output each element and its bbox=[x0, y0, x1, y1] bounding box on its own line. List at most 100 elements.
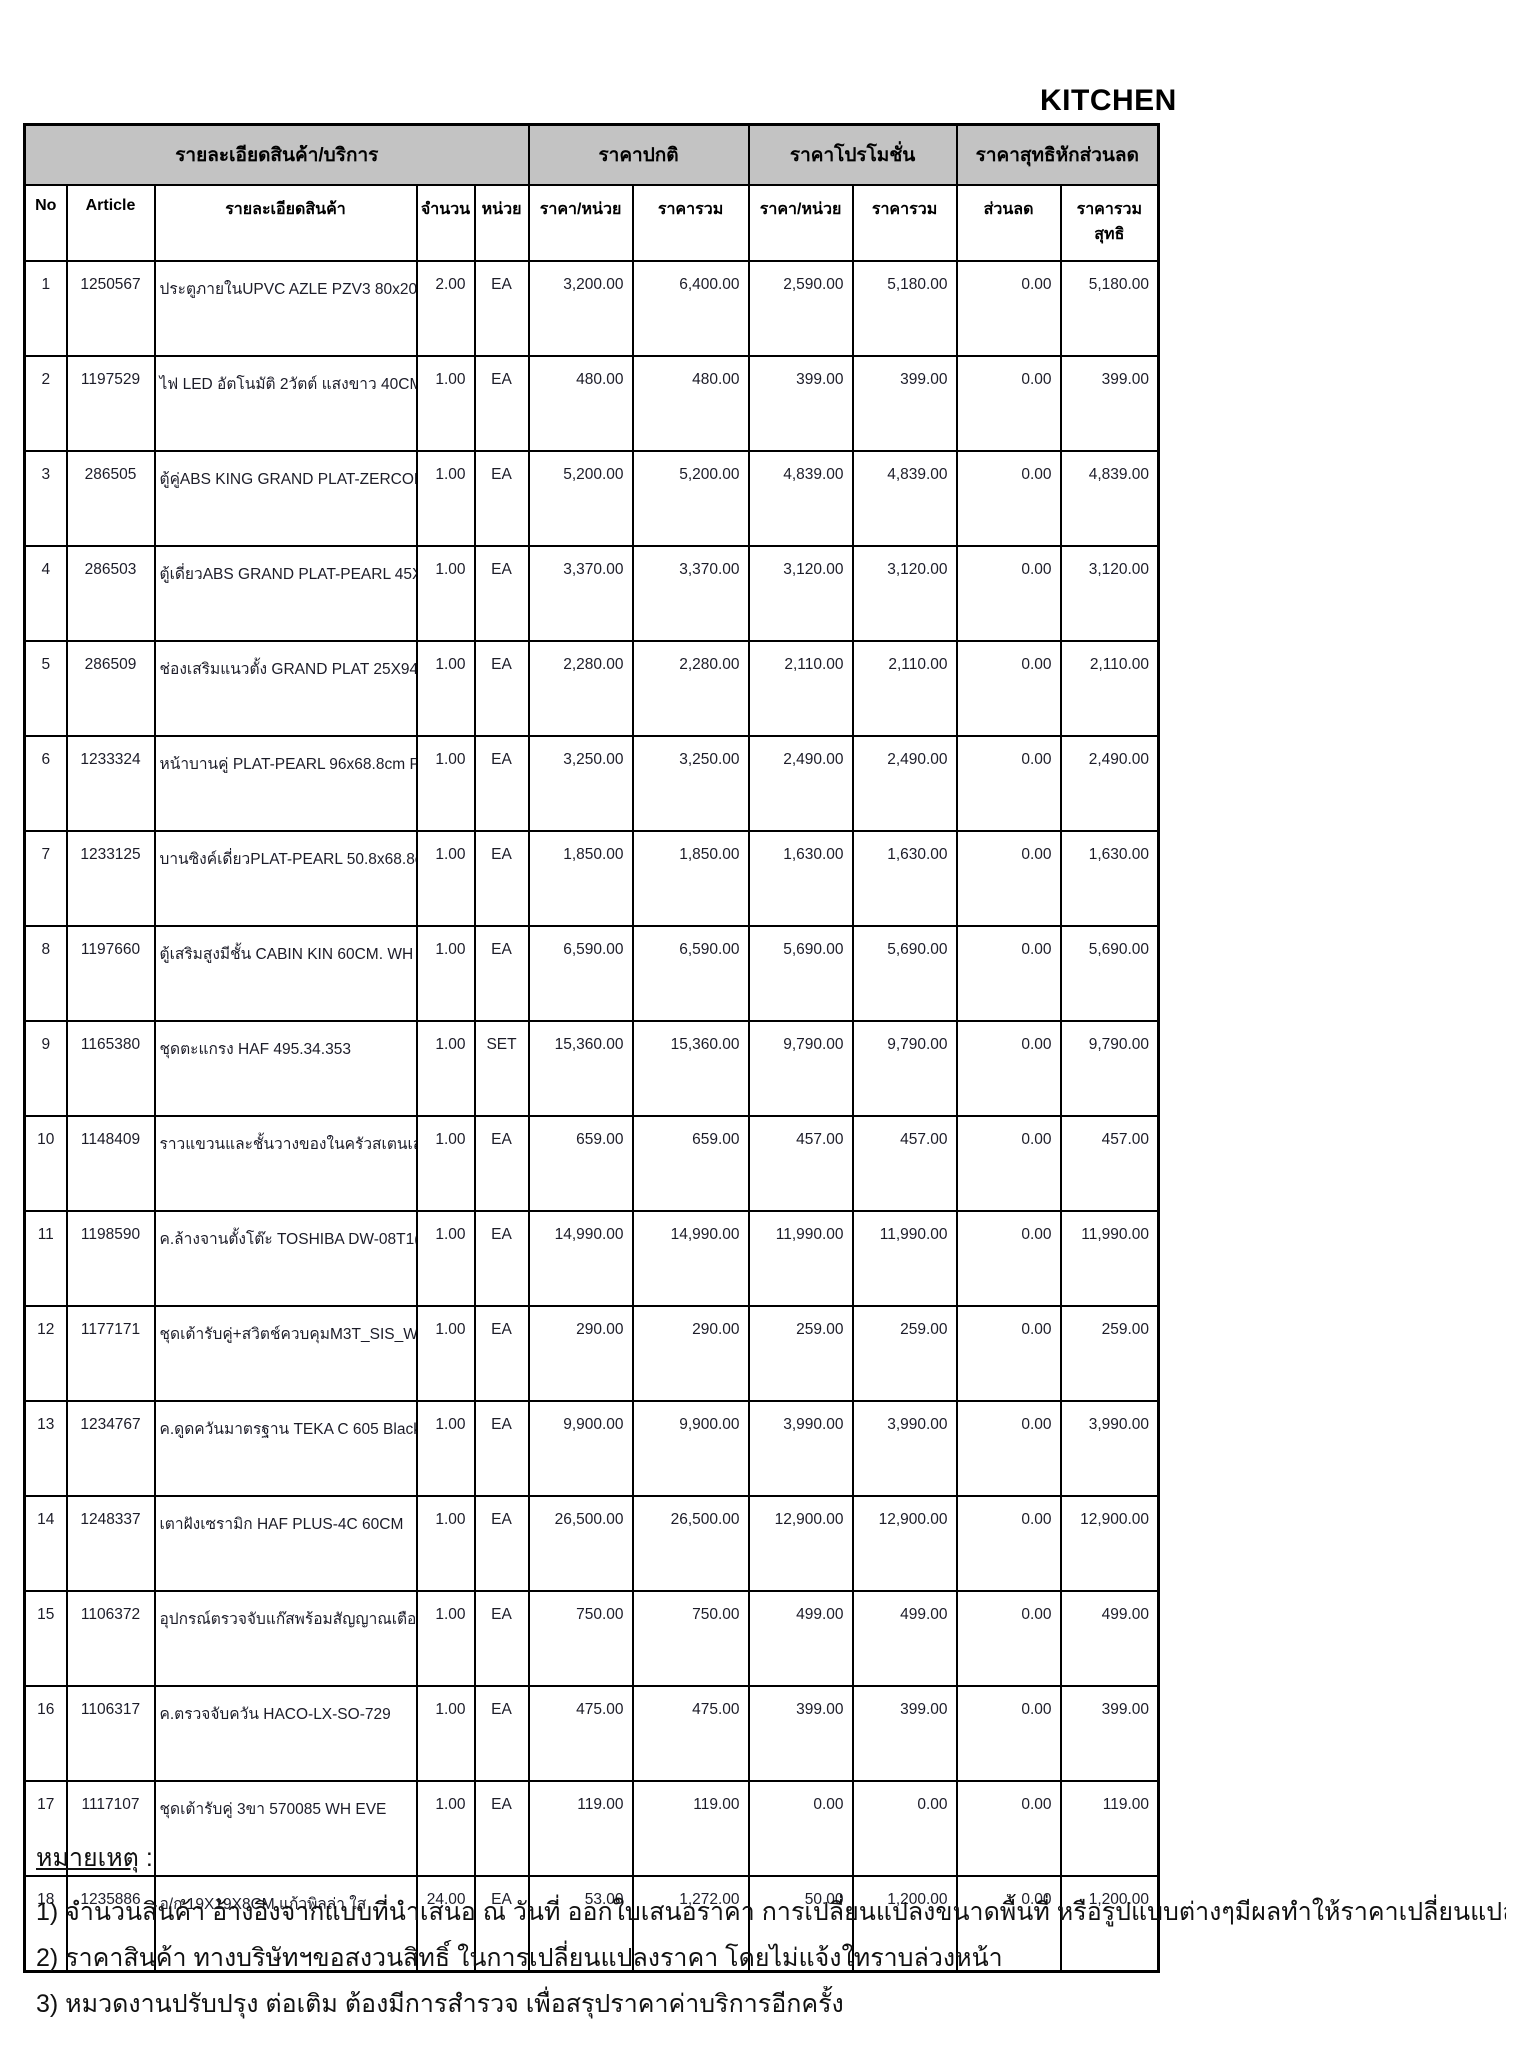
cell-normal-unit-price: 3,250.00 bbox=[527, 735, 634, 832]
cell-no: 3 bbox=[23, 450, 68, 547]
cell-no: 14 bbox=[23, 1495, 68, 1592]
cell-net-total: 2,110.00 bbox=[1059, 640, 1160, 737]
cell-net-total: 12,900.00 bbox=[1059, 1495, 1160, 1592]
cell-no: 10 bbox=[23, 1115, 68, 1212]
cell-no: 7 bbox=[23, 830, 68, 927]
cell-quantity: 1.00 bbox=[415, 545, 476, 642]
cell-discount: 0.00 bbox=[955, 830, 1062, 927]
table-body: 1 1250567 ประตูภายในUPVC AZLE PZV3 80x20… bbox=[23, 260, 1160, 1973]
cell-promo-total: 2,110.00 bbox=[851, 640, 958, 737]
cell-promo-unit-price: 9,790.00 bbox=[747, 1020, 854, 1117]
cell-article: 286503 bbox=[65, 545, 156, 642]
cell-unit: EA bbox=[473, 1115, 530, 1212]
group-header-promotion-price: ราคาโปรโมชั่น bbox=[747, 123, 958, 186]
notes-heading-text: หมายเหตุ bbox=[36, 1844, 139, 1872]
group-header-normal-price: ราคาปกติ bbox=[527, 123, 750, 186]
cell-net-total: 4,839.00 bbox=[1059, 450, 1160, 547]
cell-no: 2 bbox=[23, 355, 68, 452]
cell-description: ชุดตะแกรง HAF 495.34.353 bbox=[153, 1020, 418, 1117]
cell-description: ไฟ LED อัตโนมัติ 2วัตต์ แสงขาว 40CM ELE bbox=[153, 355, 418, 452]
cell-net-total: 259.00 bbox=[1059, 1305, 1160, 1402]
cell-normal-total: 480.00 bbox=[631, 355, 750, 452]
cell-promo-total: 399.00 bbox=[851, 355, 958, 452]
cell-quantity: 1.00 bbox=[415, 1210, 476, 1307]
cell-quantity: 24.00 bbox=[415, 1875, 476, 1973]
cell-net-total: 3,990.00 bbox=[1059, 1400, 1160, 1497]
cell-promo-total: 0.00 bbox=[851, 1780, 958, 1877]
table-row: 12 1177171 ชุดเต้ารับคู่+สวิตช์ควบคุมM3T… bbox=[23, 1305, 1160, 1402]
cell-no: 1 bbox=[23, 260, 68, 357]
cell-normal-unit-price: 9,900.00 bbox=[527, 1400, 634, 1497]
cell-article: 1148409 bbox=[65, 1115, 156, 1212]
col-header-promo-total: ราคารวม bbox=[851, 184, 958, 262]
cell-discount: 0.00 bbox=[955, 545, 1062, 642]
cell-discount: 0.00 bbox=[955, 1210, 1062, 1307]
cell-unit: EA bbox=[473, 640, 530, 737]
cell-discount: 0.00 bbox=[955, 1400, 1062, 1497]
table-row: 5 286509 ช่องเสริมแนวตั้ง GRAND PLAT 25X… bbox=[23, 640, 1160, 737]
cell-normal-unit-price: 2,280.00 bbox=[527, 640, 634, 737]
group-header-row: รายละเอียดสินค้า/บริการ ราคาปกติ ราคาโปร… bbox=[23, 123, 1160, 186]
cell-quantity: 1.00 bbox=[415, 355, 476, 452]
cell-promo-unit-price: 50.00 bbox=[747, 1875, 854, 1973]
cell-unit: EA bbox=[473, 1685, 530, 1782]
cell-no: 8 bbox=[23, 925, 68, 1022]
cell-quantity: 1.00 bbox=[415, 1305, 476, 1402]
cell-promo-unit-price: 11,990.00 bbox=[747, 1210, 854, 1307]
cell-normal-unit-price: 475.00 bbox=[527, 1685, 634, 1782]
cell-article: 1233125 bbox=[65, 830, 156, 927]
cell-description: ตู้เสริมสูงมีชั้น CABIN KIN 60CM. WH bbox=[153, 925, 418, 1022]
cell-promo-total: 3,990.00 bbox=[851, 1400, 958, 1497]
cell-no: 9 bbox=[23, 1020, 68, 1117]
cell-description: ตู้เดี่ยวABS GRAND PLAT-PEARL 45X94 WH bbox=[153, 545, 418, 642]
cell-normal-unit-price: 53.00 bbox=[527, 1875, 634, 1973]
table-row: 4 286503 ตู้เดี่ยวABS GRAND PLAT-PEARL 4… bbox=[23, 545, 1160, 642]
cell-net-total: 1,630.00 bbox=[1059, 830, 1160, 927]
table-row: 13 1234767 ค.ดูดควันมาตรฐาน TEKA C 605 B… bbox=[23, 1400, 1160, 1497]
note-line: 1) จำนวนสินค้า อ้างอิงจากแบบที่นำเสนอ ณ … bbox=[36, 1898, 1506, 1926]
cell-description: เตาฝังเซรามิก HAF PLUS-4C 60CM bbox=[153, 1495, 418, 1592]
cell-article: 1198590 bbox=[65, 1210, 156, 1307]
cell-unit: SET bbox=[473, 1020, 530, 1117]
notes-section: หมายเหตุ : 1) จำนวนสินค้า อ้างอิงจากแบบท… bbox=[36, 1838, 1506, 2032]
cell-discount: 0.00 bbox=[955, 925, 1062, 1022]
cell-discount: 0.00 bbox=[955, 1495, 1062, 1592]
cell-promo-unit-price: 3,990.00 bbox=[747, 1400, 854, 1497]
cell-unit: EA bbox=[473, 545, 530, 642]
cell-promo-total: 259.00 bbox=[851, 1305, 958, 1402]
cell-normal-unit-price: 3,200.00 bbox=[527, 260, 634, 357]
table-row: 3 286505 ตู้คู่ABS KING GRAND PLAT-ZERCO… bbox=[23, 450, 1160, 547]
cell-description: ช่องเสริมแนวตั้ง GRAND PLAT 25X94cm. W bbox=[153, 640, 418, 737]
cell-net-total: 3,120.00 bbox=[1059, 545, 1160, 642]
cell-net-total: 11,990.00 bbox=[1059, 1210, 1160, 1307]
table-row: 10 1148409 ราวแขวนและชั้นวางของในครัวสเต… bbox=[23, 1115, 1160, 1212]
cell-normal-unit-price: 480.00 bbox=[527, 355, 634, 452]
cell-promo-unit-price: 1,630.00 bbox=[747, 830, 854, 927]
cell-net-total: 399.00 bbox=[1059, 355, 1160, 452]
cell-quantity: 1.00 bbox=[415, 640, 476, 737]
cell-normal-total: 26,500.00 bbox=[631, 1495, 750, 1592]
cell-normal-total: 1,272.00 bbox=[631, 1875, 750, 1973]
cell-net-total: 457.00 bbox=[1059, 1115, 1160, 1212]
cell-normal-unit-price: 750.00 bbox=[527, 1590, 634, 1687]
cell-normal-total: 2,280.00 bbox=[631, 640, 750, 737]
cell-unit: EA bbox=[473, 1780, 530, 1877]
cell-discount: 0.00 bbox=[955, 1875, 1062, 1973]
cell-description: หน้าบานคู่ PLAT-PEARL 96x68.8cm PTO bbox=[153, 735, 418, 832]
cell-discount: 0.00 bbox=[955, 1685, 1062, 1782]
cell-discount: 0.00 bbox=[955, 450, 1062, 547]
cell-discount: 0.00 bbox=[955, 1115, 1062, 1212]
table-row: 14 1248337 เตาฝังเซรามิก HAF PLUS-4C 60C… bbox=[23, 1495, 1160, 1592]
cell-unit: EA bbox=[473, 1305, 530, 1402]
cell-unit: EA bbox=[473, 830, 530, 927]
cell-description: ค.ดูดควันมาตรฐาน TEKA C 605 Black 60CM bbox=[153, 1400, 418, 1497]
cell-discount: 0.00 bbox=[955, 1020, 1062, 1117]
table-row: 18 1235886 อ/ก 19X19X8CM แก้วพิลล่า ใส 2… bbox=[23, 1875, 1160, 1973]
col-header-net-total: ราคารวมสุทธิ bbox=[1059, 184, 1160, 262]
cell-normal-total: 3,250.00 bbox=[631, 735, 750, 832]
col-header-article: Article bbox=[65, 184, 156, 262]
cell-article: 1197660 bbox=[65, 925, 156, 1022]
table-header: รายละเอียดสินค้า/บริการ ราคาปกติ ราคาโปร… bbox=[23, 123, 1160, 262]
cell-description: อ/ก 19X19X8CM แก้วพิลล่า ใส bbox=[153, 1875, 418, 1973]
cell-discount: 0.00 bbox=[955, 1780, 1062, 1877]
